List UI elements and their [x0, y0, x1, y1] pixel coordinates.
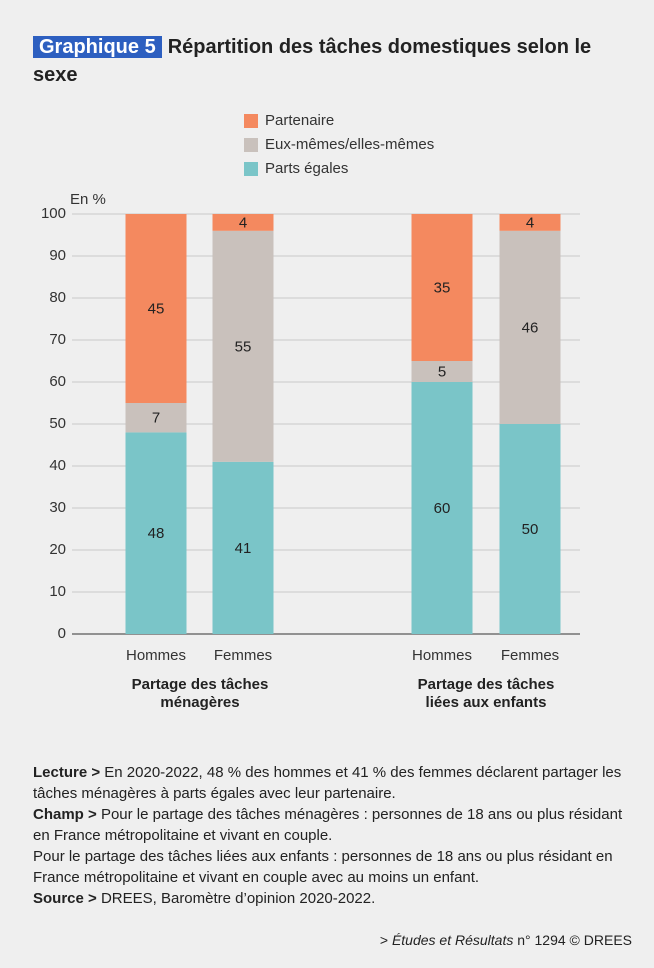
- note: Champ > Pour le partage des tâches ménag…: [33, 804, 633, 846]
- y-tick-label: 70: [49, 331, 66, 348]
- note-text: Pour le partage des tâches ménagères : p…: [33, 806, 623, 844]
- y-tick-label: 80: [49, 289, 66, 306]
- legend-label: Eux-mêmes/elles-mêmes: [265, 136, 434, 153]
- data-label: 5: [438, 363, 446, 380]
- y-tick-label: 10: [49, 583, 66, 600]
- data-label: 45: [148, 300, 165, 317]
- bar-segment: [499, 424, 561, 634]
- y-tick-label: 40: [49, 457, 66, 474]
- x-tick-label: Femmes: [501, 647, 559, 664]
- group-label: Partage des tâches liées aux enfants: [417, 676, 555, 711]
- y-tick-label: 60: [49, 373, 66, 390]
- bar-segment: [212, 461, 274, 634]
- bar-segment: [411, 361, 473, 382]
- data-label: 55: [235, 338, 252, 355]
- data-label: 4: [239, 214, 247, 231]
- legend-swatch: [244, 114, 258, 128]
- note-label: Lecture >: [33, 764, 101, 781]
- note-text: Pour le partage des tâches liées aux enf…: [33, 848, 613, 886]
- note-label: Source >: [33, 890, 97, 907]
- note-label: Champ >: [33, 806, 97, 823]
- footer: > Études et Résultats n° 1294 © DREES: [380, 932, 632, 948]
- note: Lecture > En 2020-2022, 48 % des hommes …: [33, 762, 633, 804]
- title-text: Répartition des tâches domestiques selon…: [33, 36, 592, 86]
- legend-swatch: [244, 162, 258, 176]
- note-text: DREES, Baromètre d’opinion 2020-2022.: [100, 890, 376, 907]
- footer-suffix: n° 1294 © DREES: [517, 932, 632, 948]
- y-tick-label: 30: [49, 499, 66, 516]
- legend-label: Partenaire: [265, 112, 334, 129]
- x-tick-label: Hommes: [412, 647, 472, 664]
- bar-segment: [125, 214, 187, 403]
- note: Source > DREES, Baromètre d’opinion 2020…: [33, 888, 633, 909]
- footer-prefix: >: [379, 932, 389, 948]
- note-text: En 2020-2022, 48 % des hommes et 41 % de…: [33, 764, 622, 802]
- y-axis-label: En %: [70, 191, 106, 208]
- group-label: Partage des tâches ménagères: [131, 676, 269, 711]
- bar-segment: [125, 403, 187, 433]
- y-tick-label: 100: [41, 205, 66, 222]
- x-tick-label: Hommes: [126, 647, 186, 664]
- data-label: 35: [434, 279, 451, 296]
- data-label: 60: [434, 500, 451, 517]
- y-tick-label: 90: [49, 247, 66, 264]
- bar-segment: [212, 230, 274, 462]
- y-tick-label: 20: [49, 541, 66, 558]
- data-label: 41: [235, 540, 252, 557]
- data-label: 4: [526, 214, 534, 231]
- title: Graphique 5 Répartition des tâches domest…: [33, 33, 623, 89]
- data-label: 46: [522, 319, 539, 336]
- bar-segment: [125, 432, 187, 634]
- footer-publication: Études et Résultats: [391, 932, 514, 948]
- y-tick-label: 50: [49, 415, 66, 432]
- bar-segment: [411, 214, 473, 361]
- badge: Graphique 5: [33, 36, 162, 58]
- data-label: 50: [522, 521, 539, 538]
- data-label: 7: [152, 410, 160, 427]
- data-label: 48: [148, 525, 165, 542]
- note: Pour le partage des tâches liées aux enf…: [33, 846, 633, 888]
- bar-segment: [499, 230, 561, 424]
- notes: Lecture > En 2020-2022, 48 % des hommes …: [33, 762, 633, 909]
- x-tick-label: Femmes: [214, 647, 272, 664]
- bar-segment: [212, 214, 274, 231]
- bar-segment: [411, 382, 473, 634]
- legend-label: Parts égales: [265, 160, 348, 177]
- legend-swatch: [244, 138, 258, 152]
- y-tick-label: 0: [58, 625, 66, 642]
- bar-segment: [499, 214, 561, 231]
